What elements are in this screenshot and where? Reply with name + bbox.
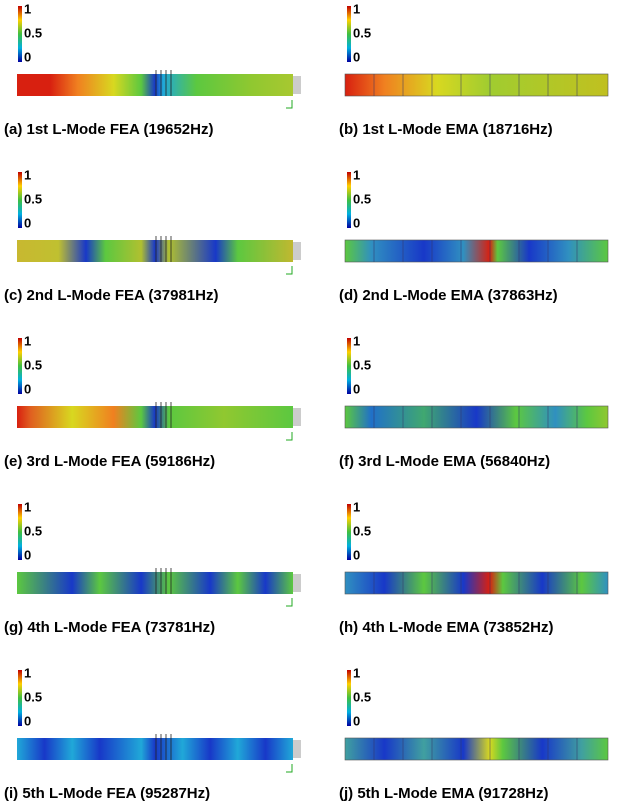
colorbar-label: 0.5 bbox=[353, 523, 371, 538]
colorbar-label: 0.5 bbox=[24, 191, 42, 206]
colorbar-label: 0 bbox=[24, 547, 31, 562]
colorbar bbox=[347, 338, 351, 394]
colorbar-label: 0.5 bbox=[24, 357, 42, 372]
axis-icon bbox=[286, 432, 292, 440]
end-cap bbox=[293, 76, 301, 94]
mode-shape bbox=[345, 738, 608, 760]
panel: 1 0.5 0 (j) 5th L-Mode EMA (91728Hz) bbox=[339, 665, 608, 802]
caption: (g) 4th L-Mode FEA (73781Hz) bbox=[4, 619, 215, 636]
end-cap bbox=[293, 408, 301, 426]
axis-icon bbox=[286, 598, 292, 606]
panel: 1 0.5 0 (d) 2nd L-Mode EMA (37863Hz) bbox=[339, 167, 608, 304]
caption: (e) 3rd L-Mode FEA (59186Hz) bbox=[4, 453, 215, 470]
figure: 1 0.5 0 (a) 1st L-Mode FEA (19652Hz) 1 0.5 0 (b… bbox=[0, 0, 639, 808]
colorbar-label: 0 bbox=[353, 547, 360, 562]
caption: (d) 2nd L-Mode EMA (37863Hz) bbox=[339, 287, 558, 304]
mode-shape bbox=[17, 74, 293, 96]
mode-shape bbox=[345, 406, 608, 428]
panel: 1 0.5 0 (g) 4th L-Mode FEA (73781Hz) bbox=[4, 499, 301, 636]
colorbar-label: 0 bbox=[24, 381, 31, 396]
colorbar-label: 1 bbox=[24, 1, 31, 16]
colorbar bbox=[18, 504, 22, 560]
mode-shape bbox=[17, 738, 293, 760]
colorbar-label: 0.5 bbox=[24, 689, 42, 704]
mode-shape bbox=[345, 572, 608, 594]
panel: 1 0.5 0 (h) 4th L-Mode EMA (73852Hz) bbox=[339, 499, 608, 636]
colorbar-label: 1 bbox=[353, 333, 360, 348]
colorbar-label: 0 bbox=[353, 713, 360, 728]
colorbar bbox=[18, 670, 22, 726]
colorbar-label: 1 bbox=[24, 333, 31, 348]
colorbar bbox=[347, 6, 351, 62]
axis-icon bbox=[286, 764, 292, 772]
colorbar-label: 1 bbox=[353, 665, 360, 680]
colorbar-label: 1 bbox=[353, 1, 360, 16]
colorbar-label: 0 bbox=[353, 381, 360, 396]
colorbar bbox=[347, 670, 351, 726]
panel: 1 0.5 0 (e) 3rd L-Mode FEA (59186Hz) bbox=[4, 333, 301, 470]
colorbar bbox=[18, 338, 22, 394]
mode-shape bbox=[17, 406, 293, 428]
colorbar-label: 0.5 bbox=[24, 523, 42, 538]
caption: (h) 4th L-Mode EMA (73852Hz) bbox=[339, 619, 553, 636]
colorbar-label: 0.5 bbox=[353, 25, 371, 40]
colorbar-label: 0 bbox=[353, 215, 360, 230]
colorbar-label: 0.5 bbox=[353, 357, 371, 372]
colorbar-label: 1 bbox=[353, 499, 360, 514]
colorbar bbox=[18, 6, 22, 62]
colorbar-label: 1 bbox=[353, 167, 360, 182]
caption: (a) 1st L-Mode FEA (19652Hz) bbox=[4, 121, 213, 138]
colorbar bbox=[347, 504, 351, 560]
end-cap bbox=[293, 574, 301, 592]
colorbar bbox=[347, 172, 351, 228]
colorbar-label: 1 bbox=[24, 665, 31, 680]
panel: 1 0.5 0 (f) 3rd L-Mode EMA (56840Hz) bbox=[339, 333, 608, 470]
colorbar-label: 0 bbox=[24, 713, 31, 728]
axis-icon bbox=[286, 100, 292, 108]
colorbar-label: 0.5 bbox=[353, 689, 371, 704]
mode-shape bbox=[17, 240, 293, 262]
panel: 1 0.5 0 (b) 1st L-Mode EMA (18716Hz) bbox=[339, 1, 608, 138]
colorbar bbox=[18, 172, 22, 228]
end-cap bbox=[293, 242, 301, 260]
colorbar-label: 1 bbox=[24, 167, 31, 182]
end-cap bbox=[293, 740, 301, 758]
colorbar-label: 0 bbox=[24, 49, 31, 64]
colorbar-label: 0 bbox=[24, 215, 31, 230]
colorbar-label: 0.5 bbox=[353, 191, 371, 206]
caption: (c) 2nd L-Mode FEA (37981Hz) bbox=[4, 287, 218, 304]
caption: (j) 5th L-Mode EMA (91728Hz) bbox=[339, 785, 548, 802]
mode-shape bbox=[17, 572, 293, 594]
panel: 1 0.5 0 (a) 1st L-Mode FEA (19652Hz) bbox=[4, 1, 301, 138]
caption: (b) 1st L-Mode EMA (18716Hz) bbox=[339, 121, 553, 138]
mode-shape bbox=[345, 74, 608, 96]
mode-shape bbox=[345, 240, 608, 262]
colorbar-label: 1 bbox=[24, 499, 31, 514]
panel: 1 0.5 0 (i) 5th L-Mode FEA (95287Hz) bbox=[4, 665, 301, 802]
caption: (f) 3rd L-Mode EMA (56840Hz) bbox=[339, 453, 550, 470]
caption: (i) 5th L-Mode FEA (95287Hz) bbox=[4, 785, 210, 802]
axis-icon bbox=[286, 266, 292, 274]
colorbar-label: 0.5 bbox=[24, 25, 42, 40]
panel: 1 0.5 0 (c) 2nd L-Mode FEA (37981Hz) bbox=[4, 167, 301, 304]
colorbar-label: 0 bbox=[353, 49, 360, 64]
